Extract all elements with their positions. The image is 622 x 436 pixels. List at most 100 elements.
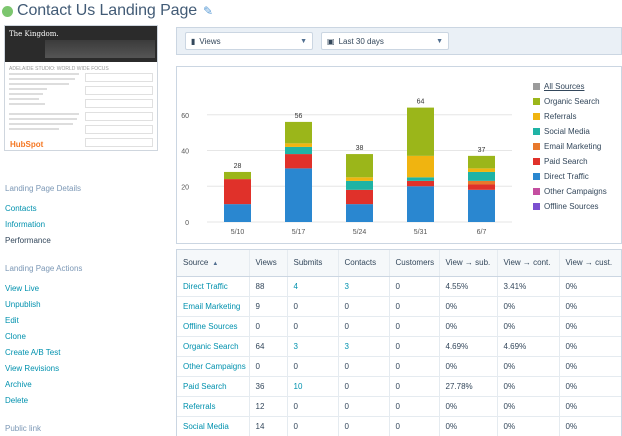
legend-item-other-campaigns[interactable]: Other Campaigns [533, 184, 607, 199]
legend-label: Paid Search [544, 157, 588, 166]
legend-label: Referrals [544, 112, 577, 121]
column-header-customers[interactable]: Customers [389, 250, 440, 277]
sidebar-item-information[interactable]: Information [5, 220, 46, 229]
table-cell-contacts: 0 [338, 356, 390, 377]
action-view-revisions[interactable]: View Revisions [5, 364, 60, 373]
hubspot-logo: HubSpot [10, 140, 44, 149]
bar-segment-organic-search [285, 121, 312, 144]
calendar-icon: ▣ [327, 36, 335, 46]
table-cell-v_sub: 0% [439, 356, 498, 377]
table-cell-contacts[interactable]: 3 [338, 336, 390, 357]
legend-item-all-sources[interactable]: All Sources [533, 79, 607, 94]
table-cell-v_cont: 0% [497, 356, 560, 377]
table-row: Offline Sources 0 0 0 0 0% 0% 0% [177, 316, 621, 337]
table-cell-v_cust: 0% [559, 416, 621, 436]
bar-total-label: 37 [478, 147, 486, 154]
legend-swatch [533, 173, 540, 180]
table-row: Email Marketing 9 0 0 0 0% 0% 0% [177, 296, 621, 317]
legend-swatch [533, 143, 540, 150]
table-cell-v_cont: 0% [497, 296, 560, 317]
legend-item-social-media[interactable]: Social Media [533, 124, 607, 139]
column-header-view-to-cont[interactable]: View → cont. [497, 250, 560, 277]
table-cell-source[interactable]: Organic Search [177, 336, 250, 357]
bar-segment-referrals [285, 143, 312, 147]
action-edit[interactable]: Edit [5, 316, 19, 325]
table-cell-v_sub: 0% [439, 316, 498, 337]
action-unpublish[interactable]: Unpublish [5, 300, 41, 309]
table-cell-views: 64 [249, 336, 288, 357]
table-cell-source[interactable]: Direct Traffic [177, 276, 250, 297]
metric-dropdown[interactable]: ▮ Views ▼ [185, 32, 313, 50]
table-cell-source[interactable]: Referrals [177, 396, 250, 417]
table-row: Other Campaigns 0 0 0 0 0% 0% 0% [177, 356, 621, 377]
table-cell-customers: 0 [389, 276, 440, 297]
legend-swatch [533, 203, 540, 210]
sort-ascending-icon[interactable]: ▲ [212, 261, 219, 268]
table-row: Social Media 14 0 0 0 0% 0% 0% [177, 416, 621, 436]
date-range-dropdown[interactable]: ▣ Last 30 days ▼ [321, 32, 449, 50]
sidebar-item-performance[interactable]: Performance [5, 236, 51, 245]
table-cell-customers: 0 [389, 296, 440, 317]
table-cell-v_cont: 0% [497, 316, 560, 337]
table-cell-v_sub: 0% [439, 296, 498, 317]
legend-item-paid-search[interactable]: Paid Search [533, 154, 607, 169]
table-cell-views: 14 [249, 416, 288, 436]
table-row: Referrals 12 0 0 0 0% 0% 0% [177, 396, 621, 417]
table-cell-v_cust: 0% [559, 296, 621, 317]
legend-label: Direct Traffic [544, 172, 589, 181]
column-header-submits[interactable]: Submits [287, 250, 339, 277]
bar-segment-email-marketing [468, 180, 495, 185]
action-archive[interactable]: Archive [5, 380, 32, 389]
legend-item-referrals[interactable]: Referrals [533, 109, 607, 124]
sidebar-item-contacts[interactable]: Contacts [5, 204, 37, 213]
legend-item-offline-sources[interactable]: Offline Sources [533, 199, 607, 214]
bar-segment-social-media [285, 146, 312, 155]
table-cell-submits: 0 [287, 316, 339, 337]
column-header-view-to-sub[interactable]: View → sub. [439, 250, 498, 277]
column-header-views[interactable]: Views [249, 250, 288, 277]
table-cell-contacts: 0 [338, 376, 390, 397]
action-clone[interactable]: Clone [5, 332, 26, 341]
legend-swatch [533, 188, 540, 195]
legend-item-direct-traffic[interactable]: Direct Traffic [533, 169, 607, 184]
table-cell-v_sub: 0% [439, 396, 498, 417]
bar-segment-referrals [407, 155, 434, 178]
table-cell-source[interactable]: Other Campaigns [177, 356, 250, 377]
date-range-dropdown-value: Last 30 days [338, 36, 384, 46]
legend-item-organic-search[interactable]: Organic Search [533, 94, 607, 109]
table-cell-submits[interactable]: 4 [287, 276, 339, 297]
chart-legend: All Sources Organic Search Referrals Soc… [533, 79, 607, 214]
column-header-source[interactable]: Source ▲ [177, 250, 250, 277]
legend-label: Offline Sources [544, 202, 599, 211]
table-cell-contacts: 0 [338, 316, 390, 337]
legend-item-email-marketing[interactable]: Email Marketing [533, 139, 607, 154]
pencil-icon[interactable]: ✎ [203, 4, 214, 18]
bar-segment-direct-traffic [407, 186, 434, 222]
bar-segment-organic-search [468, 155, 495, 169]
chevron-down-icon: ▼ [300, 37, 307, 45]
action-view-live[interactable]: View Live [5, 284, 40, 293]
column-header-view-to-cust[interactable]: View → cust. [559, 250, 621, 277]
table-cell-source[interactable]: Paid Search [177, 376, 250, 397]
y-tick-label: 60 [181, 113, 189, 120]
table-cell-views: 88 [249, 276, 288, 297]
legend-label: Organic Search [544, 97, 600, 106]
landing-page-thumbnail[interactable]: The Kingdom. ADELAIDE STUDIO: WORLD WIDE… [4, 25, 158, 151]
table-cell-submits[interactable]: 3 [287, 336, 339, 357]
bar-segment-paid-search [224, 179, 251, 205]
action-create-ab-test[interactable]: Create A/B Test [5, 348, 61, 357]
bar-segment-paid-search [407, 180, 434, 187]
bar-segment-organic-search [346, 154, 373, 178]
action-delete[interactable]: Delete [5, 396, 29, 405]
table-cell-source[interactable]: Offline Sources [177, 316, 250, 337]
table-cell-contacts[interactable]: 3 [338, 276, 390, 297]
table-cell-customers: 0 [389, 376, 440, 397]
table-cell-submits[interactable]: 10 [287, 376, 339, 397]
published-status-icon [2, 5, 13, 17]
table-cell-source[interactable]: Social Media [177, 416, 250, 436]
table-cell-source[interactable]: Email Marketing [177, 296, 250, 317]
table-cell-v_cont: 0% [497, 396, 560, 417]
column-header-contacts[interactable]: Contacts [338, 250, 390, 277]
table-cell-customers: 0 [389, 316, 440, 337]
bar-segment-paid-search [468, 184, 495, 190]
